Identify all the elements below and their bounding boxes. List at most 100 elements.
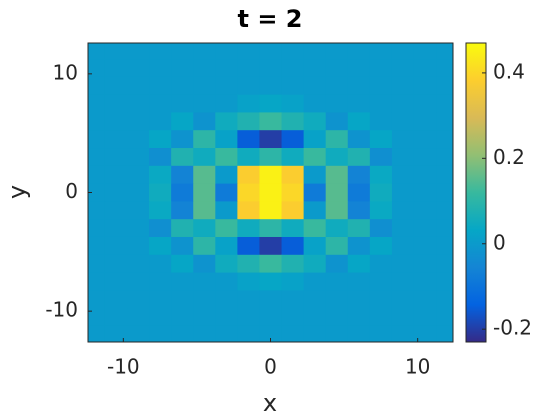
heatmap-cell <box>259 130 283 149</box>
heatmap-cell <box>369 165 393 185</box>
heatmap-cell <box>88 290 106 309</box>
heatmap-cell <box>215 94 238 114</box>
heatmap-cell <box>281 59 305 78</box>
x-tick-label: -10 <box>107 355 140 379</box>
heatmap-cell <box>127 236 150 256</box>
heatmap-cell <box>436 43 453 60</box>
heatmap-cell <box>436 272 453 291</box>
heatmap-cell <box>369 308 393 327</box>
heatmap-cell <box>215 272 238 291</box>
heatmap-cell <box>347 236 371 256</box>
y-tick-label: -10 <box>45 298 78 322</box>
heatmap-cell <box>281 183 305 202</box>
heatmap-cell <box>171 112 194 131</box>
heatmap-cell <box>237 43 261 60</box>
heatmap-cell <box>347 290 371 309</box>
heatmap-cell <box>215 43 238 60</box>
heatmap-cell <box>171 94 194 114</box>
heatmap-cell <box>436 308 453 327</box>
heatmap-cell <box>149 130 172 149</box>
heatmap-cell <box>259 325 283 342</box>
heatmap-cell <box>347 183 371 202</box>
heatmap-cell <box>281 201 305 220</box>
y-axis-label: y <box>3 185 31 199</box>
heatmap-cell <box>149 236 172 256</box>
heatmap-cell <box>104 130 128 149</box>
heatmap-cell <box>325 165 349 185</box>
heatmap-cell <box>127 201 150 220</box>
heatmap-cell <box>325 130 349 149</box>
heatmap-cell <box>127 290 150 309</box>
heatmap-cell <box>303 308 327 327</box>
heatmap-cell <box>104 112 128 131</box>
heatmap-cell <box>104 219 128 238</box>
heatmap-cell <box>391 254 415 274</box>
heatmap-cell <box>325 272 349 291</box>
heatmap-cell <box>325 148 349 167</box>
heatmap-cell <box>237 76 261 96</box>
heatmap-cell <box>259 165 283 185</box>
heatmap-cell <box>436 130 453 149</box>
heatmap-cell <box>88 165 106 185</box>
heatmap-cell <box>413 290 437 309</box>
y-tick-label: 0 <box>65 179 78 203</box>
heatmap-cell <box>193 308 216 327</box>
heatmap-cell <box>391 76 415 96</box>
heatmap-cell <box>369 76 393 96</box>
heatmap-cell <box>281 130 305 149</box>
heatmap-cell <box>303 76 327 96</box>
heatmap-cell <box>215 183 238 202</box>
heatmap-cell <box>171 130 194 149</box>
heatmap-cell <box>149 76 172 96</box>
heatmap-cell <box>281 254 305 274</box>
heatmap-cell <box>104 183 128 202</box>
heatmap-cell <box>104 148 128 167</box>
heatmap-cell <box>193 94 216 114</box>
heatmap-cell <box>325 43 349 60</box>
heatmap-cell <box>127 183 150 202</box>
heatmap-cell <box>347 325 371 342</box>
heatmap-cell <box>281 272 305 291</box>
heatmap-cell <box>347 272 371 291</box>
heatmap-cell <box>88 308 106 327</box>
heatmap-cell <box>259 112 283 131</box>
heatmap-cell <box>193 76 216 96</box>
heatmap-cell <box>237 325 261 342</box>
heatmap-cell <box>347 254 371 274</box>
heatmap-cell <box>303 183 327 202</box>
heatmap-cell <box>303 112 327 131</box>
heatmap-cell <box>347 165 371 185</box>
heatmap-cell <box>104 325 128 342</box>
heatmap-cell <box>303 201 327 220</box>
heatmap-cell <box>88 254 106 274</box>
colorbar <box>465 42 487 343</box>
heatmap-cell <box>88 148 106 167</box>
heatmap-cell <box>303 325 327 342</box>
heatmap-cell <box>149 272 172 291</box>
heatmap-cell <box>149 112 172 131</box>
heatmap-cell <box>436 290 453 309</box>
heatmap-cell <box>413 94 437 114</box>
heatmap-cell <box>88 219 106 238</box>
heatmap-cell <box>413 272 437 291</box>
heatmap-cell <box>369 201 393 220</box>
heatmap-cell <box>88 43 106 60</box>
heatmap-cell <box>303 236 327 256</box>
heatmap-cell <box>127 272 150 291</box>
heatmap-cell <box>237 59 261 78</box>
heatmap-cell <box>193 43 216 60</box>
heatmap-cell <box>171 219 194 238</box>
heatmap-cell <box>369 290 393 309</box>
heatmap-cell <box>347 94 371 114</box>
heatmap-cell <box>413 59 437 78</box>
heatmap-cell <box>104 254 128 274</box>
heatmap-cell <box>104 165 128 185</box>
heatmap-cell <box>215 201 238 220</box>
heatmap-cell <box>127 76 150 96</box>
x-axis-label: x <box>263 389 277 417</box>
heatmap-cell <box>127 43 150 60</box>
heatmap-cell <box>104 76 128 96</box>
heatmap-cell <box>193 130 216 149</box>
heatmap-cell <box>413 254 437 274</box>
